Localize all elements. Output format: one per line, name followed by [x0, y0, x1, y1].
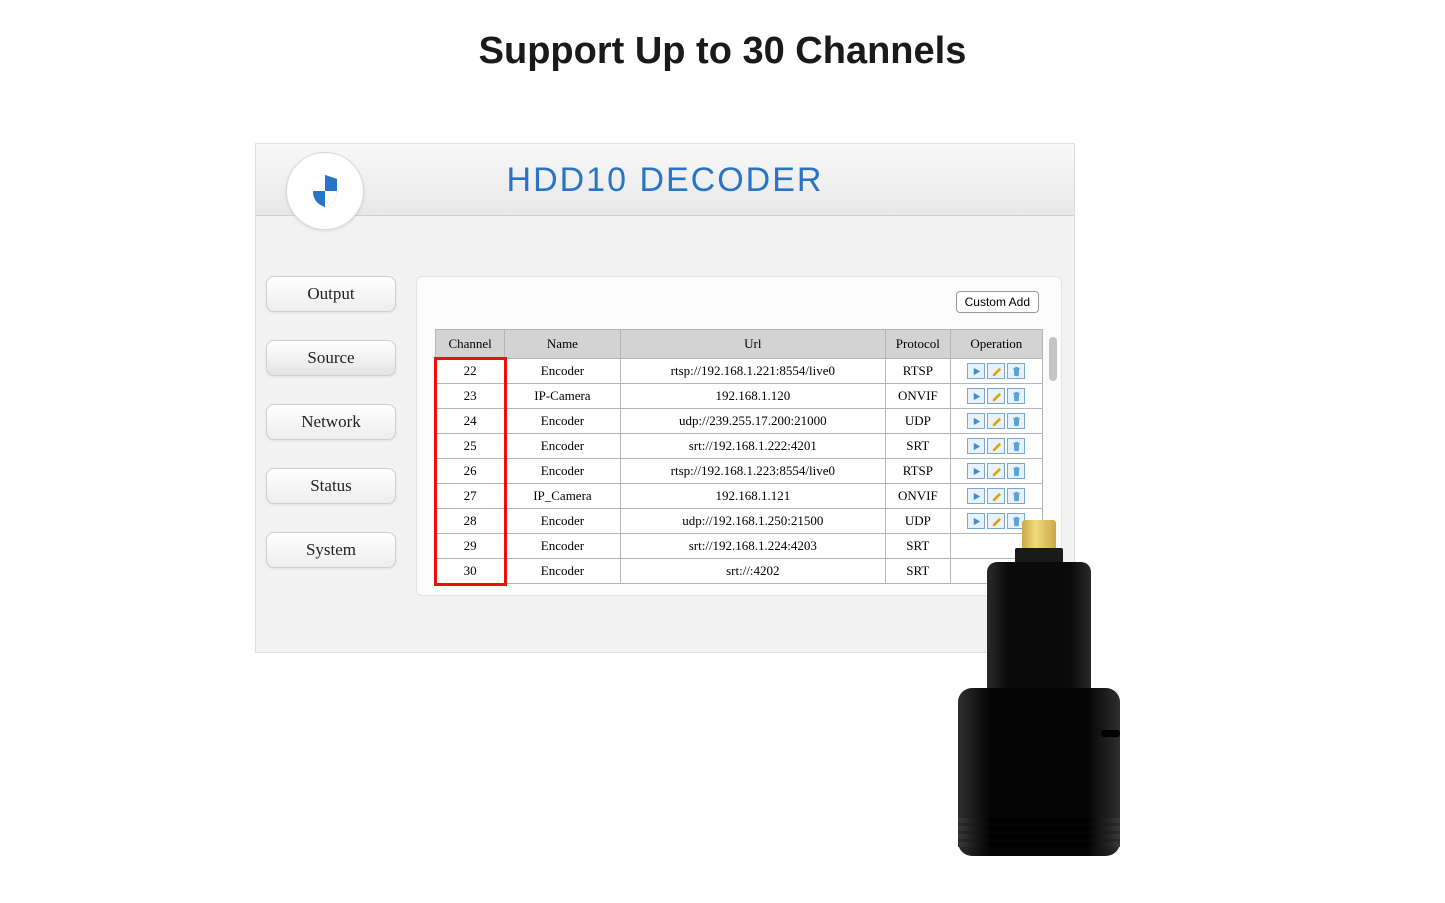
- cell-operation: [950, 359, 1042, 384]
- sidebar-item-network[interactable]: Network: [266, 404, 396, 440]
- cell-operation: [950, 484, 1042, 509]
- scrollbar-thumb[interactable]: [1049, 337, 1057, 381]
- delete-button[interactable]: [1007, 463, 1025, 479]
- app-title: HDD10 DECODER: [256, 144, 1074, 216]
- page-headline: Support Up to 30 Channels: [0, 0, 1445, 73]
- table-row: 27IP_Camera192.168.1.121ONVIF: [436, 484, 1043, 509]
- col-protocol: Protocol: [886, 330, 951, 359]
- cell-url: 192.168.1.120: [620, 384, 885, 409]
- grip-line: [958, 826, 1120, 831]
- col-operation: Operation: [950, 330, 1042, 359]
- edit-button[interactable]: [987, 463, 1005, 479]
- play-button[interactable]: [967, 488, 985, 504]
- cell-channel: 26: [436, 459, 505, 484]
- grip-line: [958, 834, 1120, 839]
- edit-button[interactable]: [987, 388, 1005, 404]
- cell-name: Encoder: [505, 359, 620, 384]
- cell-name: IP_Camera: [505, 484, 620, 509]
- logo: [286, 152, 364, 230]
- cell-channel: 25: [436, 434, 505, 459]
- play-button[interactable]: [967, 388, 985, 404]
- cell-url: 192.168.1.121: [620, 484, 885, 509]
- cell-channel: 23: [436, 384, 505, 409]
- col-url: Url: [620, 330, 885, 359]
- cell-channel: 29: [436, 534, 505, 559]
- edit-button[interactable]: [987, 438, 1005, 454]
- cell-name: IP-Camera: [505, 384, 620, 409]
- play-button[interactable]: [967, 413, 985, 429]
- cell-operation: [950, 459, 1042, 484]
- delete-button[interactable]: [1007, 363, 1025, 379]
- cell-protocol: RTSP: [886, 459, 951, 484]
- cell-name: Encoder: [505, 509, 620, 534]
- custom-add-button[interactable]: Custom Add: [956, 291, 1039, 313]
- cell-url: srt://:4202: [620, 559, 885, 584]
- edit-button[interactable]: [987, 363, 1005, 379]
- cell-url: srt://192.168.1.222:4201: [620, 434, 885, 459]
- table-row: 24Encoderudp://239.255.17.200:21000UDP: [436, 409, 1043, 434]
- edit-button[interactable]: [987, 488, 1005, 504]
- micro-usb-port: [1101, 730, 1120, 737]
- cell-name: Encoder: [505, 534, 620, 559]
- hdmi-connector: [1022, 520, 1056, 550]
- cell-operation: [950, 384, 1042, 409]
- cell-protocol: SRT: [886, 434, 951, 459]
- shield-icon: [305, 171, 345, 211]
- grip-line: [958, 818, 1120, 823]
- cell-name: Encoder: [505, 409, 620, 434]
- cell-protocol: UDP: [886, 409, 951, 434]
- sidebar-item-system[interactable]: System: [266, 532, 396, 568]
- header-bar: HDD10 DECODER: [256, 144, 1074, 216]
- cell-operation: [950, 409, 1042, 434]
- sidebar-item-source[interactable]: Source: [266, 340, 396, 376]
- play-button[interactable]: [967, 438, 985, 454]
- cell-channel: 28: [436, 509, 505, 534]
- table-row: 25Encodersrt://192.168.1.222:4201SRT: [436, 434, 1043, 459]
- cell-channel: 27: [436, 484, 505, 509]
- cell-url: udp://192.168.1.250:21500: [620, 509, 885, 534]
- table-row: 22Encoderrtsp://192.168.1.221:8554/live0…: [436, 359, 1043, 384]
- grip-line: [958, 842, 1120, 847]
- cell-url: udp://239.255.17.200:21000: [620, 409, 885, 434]
- col-name: Name: [505, 330, 620, 359]
- cell-channel: 22: [436, 359, 505, 384]
- sidebar-item-output[interactable]: Output: [266, 276, 396, 312]
- cell-protocol: ONVIF: [886, 384, 951, 409]
- cell-channel: 30: [436, 559, 505, 584]
- edit-button[interactable]: [987, 413, 1005, 429]
- cell-protocol: ONVIF: [886, 484, 951, 509]
- sidebar-item-status[interactable]: Status: [266, 468, 396, 504]
- delete-button[interactable]: [1007, 438, 1025, 454]
- cell-name: Encoder: [505, 434, 620, 459]
- table-row: 26Encoderrtsp://192.168.1.223:8554/live0…: [436, 459, 1043, 484]
- delete-button[interactable]: [1007, 488, 1025, 504]
- cell-name: Encoder: [505, 559, 620, 584]
- play-button[interactable]: [967, 463, 985, 479]
- delete-button[interactable]: [1007, 388, 1025, 404]
- cell-operation: [950, 434, 1042, 459]
- device-body-top: [987, 562, 1091, 694]
- col-channel: Channel: [436, 330, 505, 359]
- play-button[interactable]: [967, 363, 985, 379]
- decoder-device-image: [925, 520, 1100, 880]
- table-header-row: Channel Name Url Protocol Operation: [436, 330, 1043, 359]
- cell-protocol: RTSP: [886, 359, 951, 384]
- table-row: 23IP-Camera192.168.1.120ONVIF: [436, 384, 1043, 409]
- cell-url: rtsp://192.168.1.221:8554/live0: [620, 359, 885, 384]
- cell-name: Encoder: [505, 459, 620, 484]
- delete-button[interactable]: [1007, 413, 1025, 429]
- cell-url: srt://192.168.1.224:4203: [620, 534, 885, 559]
- cell-url: rtsp://192.168.1.223:8554/live0: [620, 459, 885, 484]
- cell-channel: 24: [436, 409, 505, 434]
- sidebar: Output Source Network Status System: [256, 276, 416, 596]
